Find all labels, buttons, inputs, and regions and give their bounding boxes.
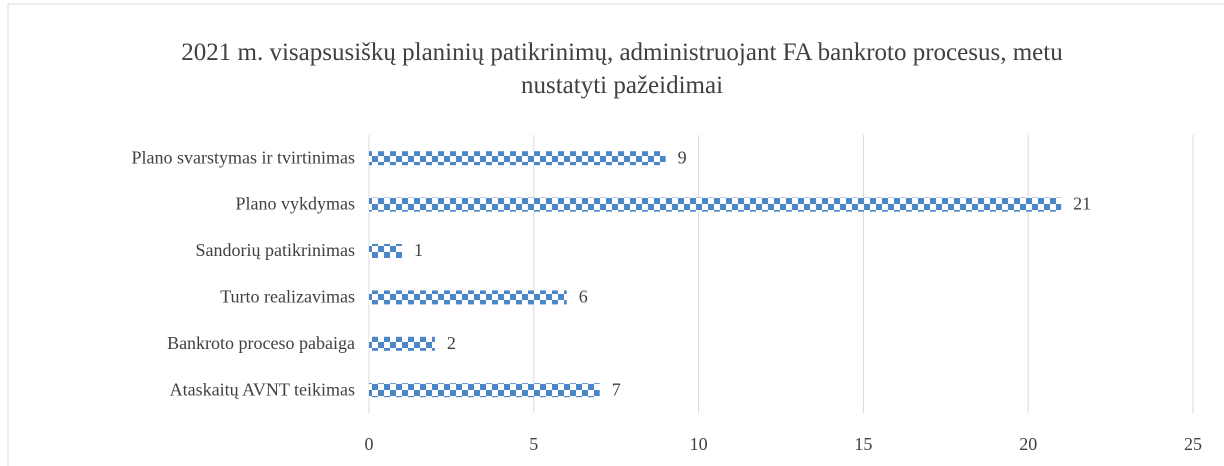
x-tick-label: 20 — [1019, 434, 1037, 454]
y-tick-label: Sandorių patikrinimas — [196, 240, 355, 260]
data-label: 1 — [414, 240, 423, 260]
chart-title: 2021 m. visapsusiškų planinių patikrinim… — [181, 39, 1063, 99]
data-label: 9 — [678, 147, 687, 167]
x-tick-label: 0 — [365, 434, 374, 454]
data-label: 7 — [612, 379, 621, 399]
x-tick-label: 15 — [854, 434, 872, 454]
bar — [369, 336, 435, 351]
y-tick-label: Turto realizavimas — [220, 287, 355, 307]
data-label: 6 — [579, 287, 588, 307]
x-tick-label: 25 — [1184, 434, 1202, 454]
bar — [369, 383, 600, 398]
data-label: 21 — [1073, 194, 1091, 214]
y-tick-label: Bankroto proceso pabaiga — [167, 333, 355, 353]
y-tick-label: Ataskaitų AVNT teikimas — [170, 379, 355, 399]
x-tick-label: 5 — [529, 434, 538, 454]
bar — [369, 197, 1062, 212]
bar — [369, 151, 666, 166]
bar — [369, 244, 402, 258]
y-tick-label: Plano svarstymas ir tvirtinimas — [132, 147, 355, 167]
bar — [369, 290, 567, 305]
data-label: 2 — [447, 333, 456, 353]
y-tick-label: Plano vykdymas — [236, 194, 356, 214]
x-tick-label: 10 — [690, 434, 708, 454]
chart-border — [7, 3, 1224, 466]
